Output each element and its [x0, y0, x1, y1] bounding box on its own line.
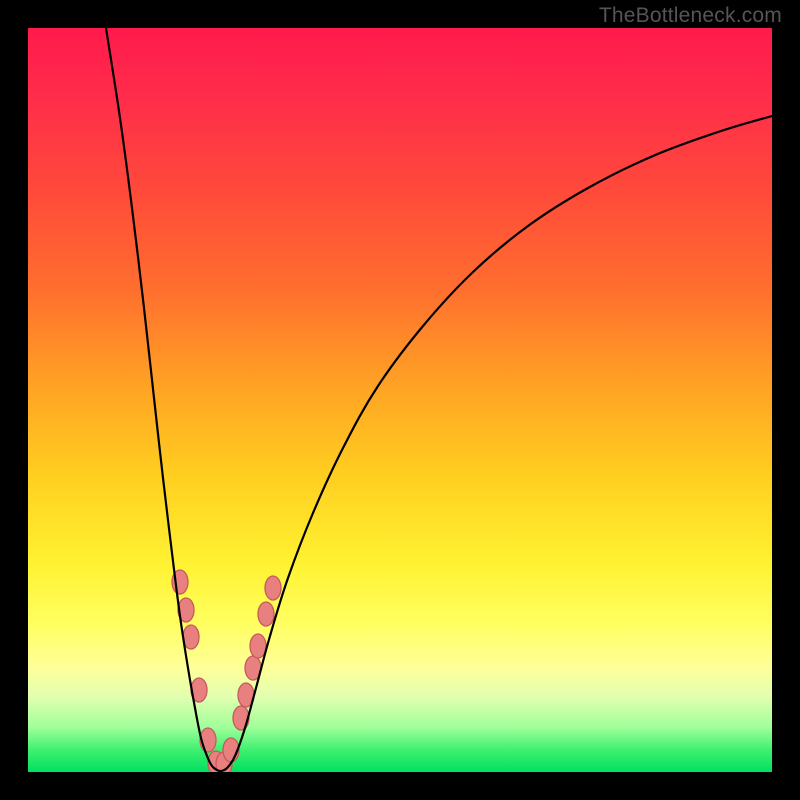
plot-area [28, 28, 772, 772]
data-marker [258, 602, 274, 626]
watermark-text: TheBottleneck.com [599, 4, 782, 28]
curve-layer [28, 28, 772, 772]
data-marker [250, 634, 266, 658]
bottleneck-curve [106, 28, 772, 771]
data-marker [265, 576, 281, 600]
